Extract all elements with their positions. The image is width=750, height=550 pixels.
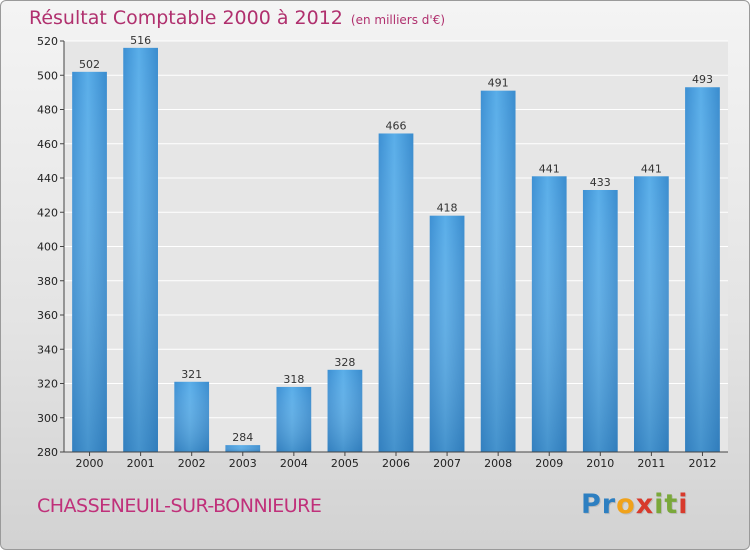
title-text: Résultat Comptable 2000 à 2012 <box>29 7 343 29</box>
logo-letter: t <box>664 489 679 520</box>
bar-shade <box>582 189 618 453</box>
x-tick-label: 2006 <box>382 457 410 470</box>
value-label: 516 <box>130 34 151 47</box>
chart-title: Résultat Comptable 2000 à 2012 (en millie… <box>29 7 445 29</box>
y-tick-label: 420 <box>37 206 58 219</box>
y-tick-label: 280 <box>37 446 58 459</box>
y-tick-label: 380 <box>37 275 58 288</box>
bar-shade <box>634 176 669 452</box>
x-axis-ticks: 2000 2001 2002 2003 2004 2005 2006 2007 2008 2009… <box>76 452 716 470</box>
value-label: 466 <box>386 119 407 132</box>
x-tick-label: 2001 <box>127 457 155 470</box>
bar-shade <box>72 71 107 452</box>
bar-shade <box>429 215 465 452</box>
value-label: 493 <box>692 73 713 86</box>
logo-letter: o <box>616 489 636 520</box>
value-label: 441 <box>641 162 662 175</box>
y-tick-label: 400 <box>37 241 58 254</box>
x-tick-label: 2012 <box>688 457 716 470</box>
bar-shade <box>225 445 261 452</box>
value-label: 328 <box>334 356 355 369</box>
x-tick-label: 2009 <box>535 457 563 470</box>
value-label: 418 <box>437 202 458 215</box>
x-tick-label: 2002 <box>178 457 206 470</box>
subtitle-text: (en milliers d'€) <box>350 13 446 27</box>
value-label: 491 <box>488 77 509 90</box>
value-label: 318 <box>283 373 304 386</box>
logo-letter: P <box>581 489 602 520</box>
y-tick-label: 300 <box>37 412 58 425</box>
proxiti-logo: Proxiti <box>581 489 689 520</box>
city-name: CHASSENEUIL-SUR-BONNIEURE <box>37 495 322 517</box>
x-tick-label: 2004 <box>280 457 308 470</box>
y-tick-label: 320 <box>37 378 58 391</box>
value-label: 502 <box>79 58 100 71</box>
x-tick-label: 2008 <box>484 457 512 470</box>
x-tick-label: 2011 <box>637 457 665 470</box>
logo-letter: i <box>654 489 665 520</box>
logo-letter: x <box>635 489 655 520</box>
y-axis-ticks: 280 300 320 340 360 380 400 420 440 460 480 500 520 <box>37 35 64 459</box>
bar-shade <box>480 90 516 452</box>
x-tick-label: 2010 <box>586 457 614 470</box>
logo-letter: r <box>601 489 617 520</box>
bars: 502 516 321 284 318 328 466 418 491 441 433 441 493 <box>72 34 720 453</box>
y-tick-label: 480 <box>37 104 58 117</box>
x-tick-label: 2005 <box>331 457 359 470</box>
bar-shade <box>123 47 158 452</box>
logo-letter: i <box>678 489 689 520</box>
y-tick-label: 520 <box>37 35 58 48</box>
y-tick-label: 460 <box>37 138 58 151</box>
value-label: 433 <box>590 176 611 189</box>
y-tick-label: 440 <box>37 172 58 185</box>
x-tick-label: 2000 <box>76 457 104 470</box>
bar-shade <box>327 369 363 452</box>
value-label: 284 <box>232 431 253 444</box>
bar-shade <box>174 381 210 452</box>
bar-shade <box>531 176 567 452</box>
x-tick-label: 2007 <box>433 457 461 470</box>
bar-shade <box>378 133 414 452</box>
bar-shade <box>276 386 312 452</box>
x-tick-label: 2003 <box>229 457 257 470</box>
bar-shade <box>685 87 720 453</box>
y-tick-label: 340 <box>37 343 58 356</box>
value-label: 441 <box>539 162 560 175</box>
y-tick-label: 360 <box>37 309 58 322</box>
value-label: 321 <box>181 368 202 381</box>
y-tick-label: 500 <box>37 69 58 82</box>
